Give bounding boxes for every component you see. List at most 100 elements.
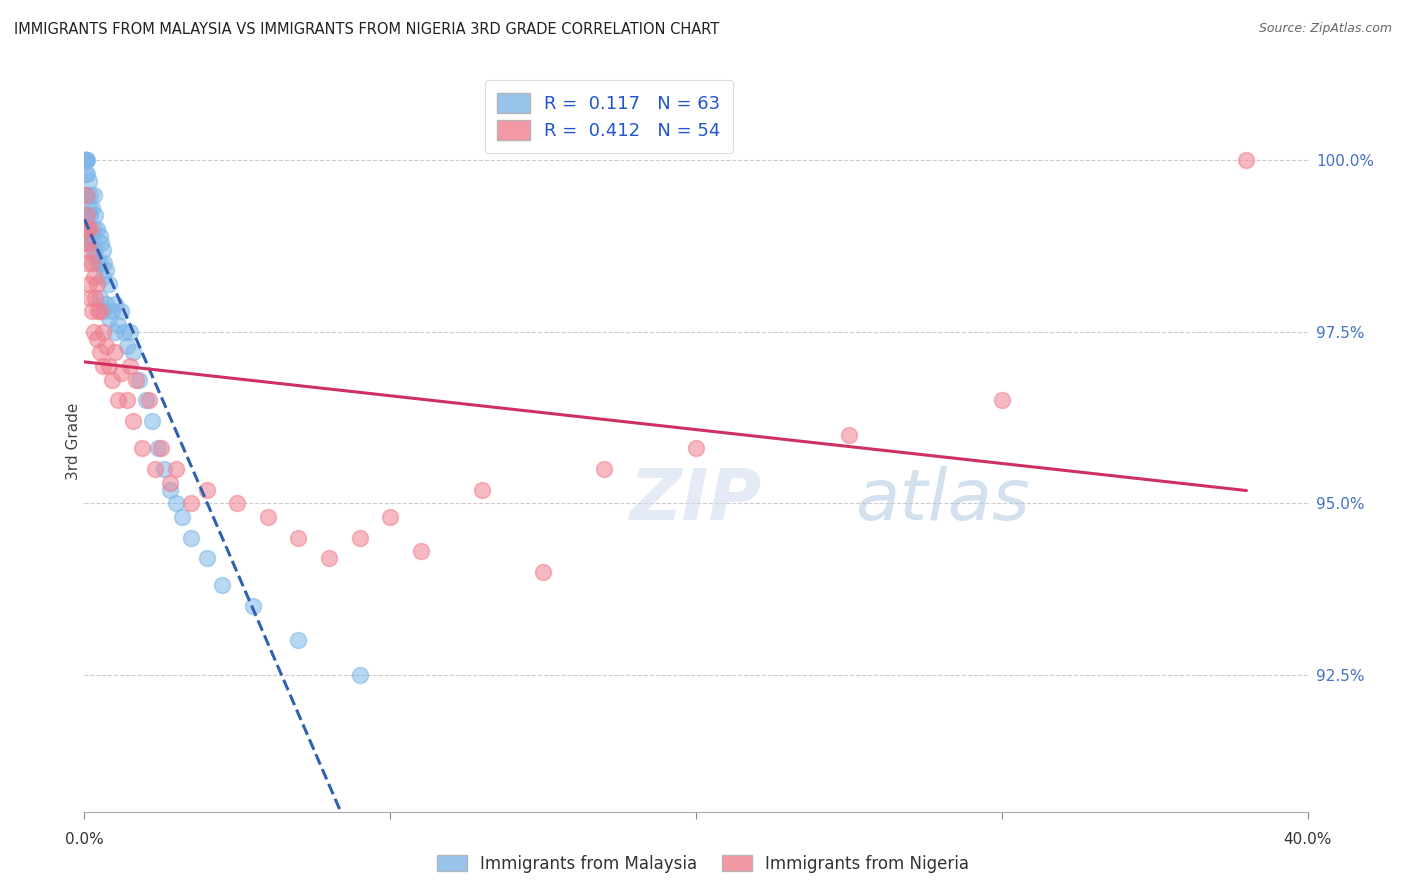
Point [83,187,105,202]
Point [75,153,97,168]
Point [80,228,103,243]
Point [89,345,111,359]
Point [91,270,114,285]
Point [76,208,98,222]
Point [593,462,616,476]
Point [76,256,98,270]
Point [89,304,111,318]
Point [149,442,172,456]
Point [79,208,101,222]
Point [349,531,371,545]
Point [75,187,97,202]
Text: 0.0%: 0.0% [65,832,104,847]
Point [75,167,97,181]
Point [75,153,97,168]
Point [77,202,100,216]
Point [75,153,97,168]
Point [1236,153,1258,168]
Point [89,256,111,270]
Point [87,304,110,318]
Point [180,531,202,545]
Point [76,235,98,250]
Point [83,222,105,236]
Point [128,373,150,387]
Point [77,174,100,188]
Point [141,414,163,428]
Text: Source: ZipAtlas.com: Source: ZipAtlas.com [1258,22,1392,36]
Point [242,599,264,613]
Point [79,291,101,305]
Point [80,256,103,270]
Point [143,462,166,476]
Point [409,544,432,558]
Point [75,222,97,236]
Point [122,414,145,428]
Point [97,277,120,291]
Point [86,277,108,291]
Point [153,462,176,476]
Point [76,187,98,202]
Point [94,297,117,311]
Point [125,373,148,387]
Point [195,551,218,566]
Point [165,462,187,476]
Point [76,235,98,250]
Point [120,325,142,339]
Point [104,345,127,359]
Point [89,291,111,305]
Point [83,250,105,264]
Point [76,222,98,236]
Point [94,338,117,352]
Point [77,243,100,257]
Point [685,442,707,456]
Point [380,510,402,524]
Point [91,304,114,318]
Text: atlas: atlas [855,467,1029,535]
Point [83,270,105,285]
Point [101,304,124,318]
Point [122,345,145,359]
Point [89,228,111,243]
Point [131,442,153,456]
Point [287,633,309,648]
Point [80,304,103,318]
Point [77,277,100,291]
Point [226,496,249,510]
Point [138,393,160,408]
Point [84,208,107,222]
Point [86,256,108,270]
Point [159,475,181,490]
Point [471,483,494,497]
Point [91,359,114,373]
Point [146,442,169,456]
Point [97,359,120,373]
Point [165,496,187,510]
Point [77,222,100,236]
Point [172,510,194,524]
Point [90,235,112,250]
Point [110,366,132,380]
Point [159,483,181,497]
Point [115,393,138,408]
Point [76,153,98,168]
Point [79,235,101,250]
Point [531,565,554,579]
Point [75,153,97,168]
Point [91,325,114,339]
Point [83,325,105,339]
Point [107,318,129,332]
Point [91,243,114,257]
Point [120,359,142,373]
Point [112,325,135,339]
Point [318,551,340,566]
Text: ZIP: ZIP [630,467,762,535]
Point [110,304,132,318]
Point [107,393,129,408]
Point [93,256,115,270]
Point [211,578,233,592]
Point [75,187,97,202]
Point [77,222,100,236]
Text: IMMIGRANTS FROM MALAYSIA VS IMMIGRANTS FROM NIGERIA 3RD GRADE CORRELATION CHART: IMMIGRANTS FROM MALAYSIA VS IMMIGRANTS F… [14,22,720,37]
Point [104,297,127,311]
Point [115,338,138,352]
